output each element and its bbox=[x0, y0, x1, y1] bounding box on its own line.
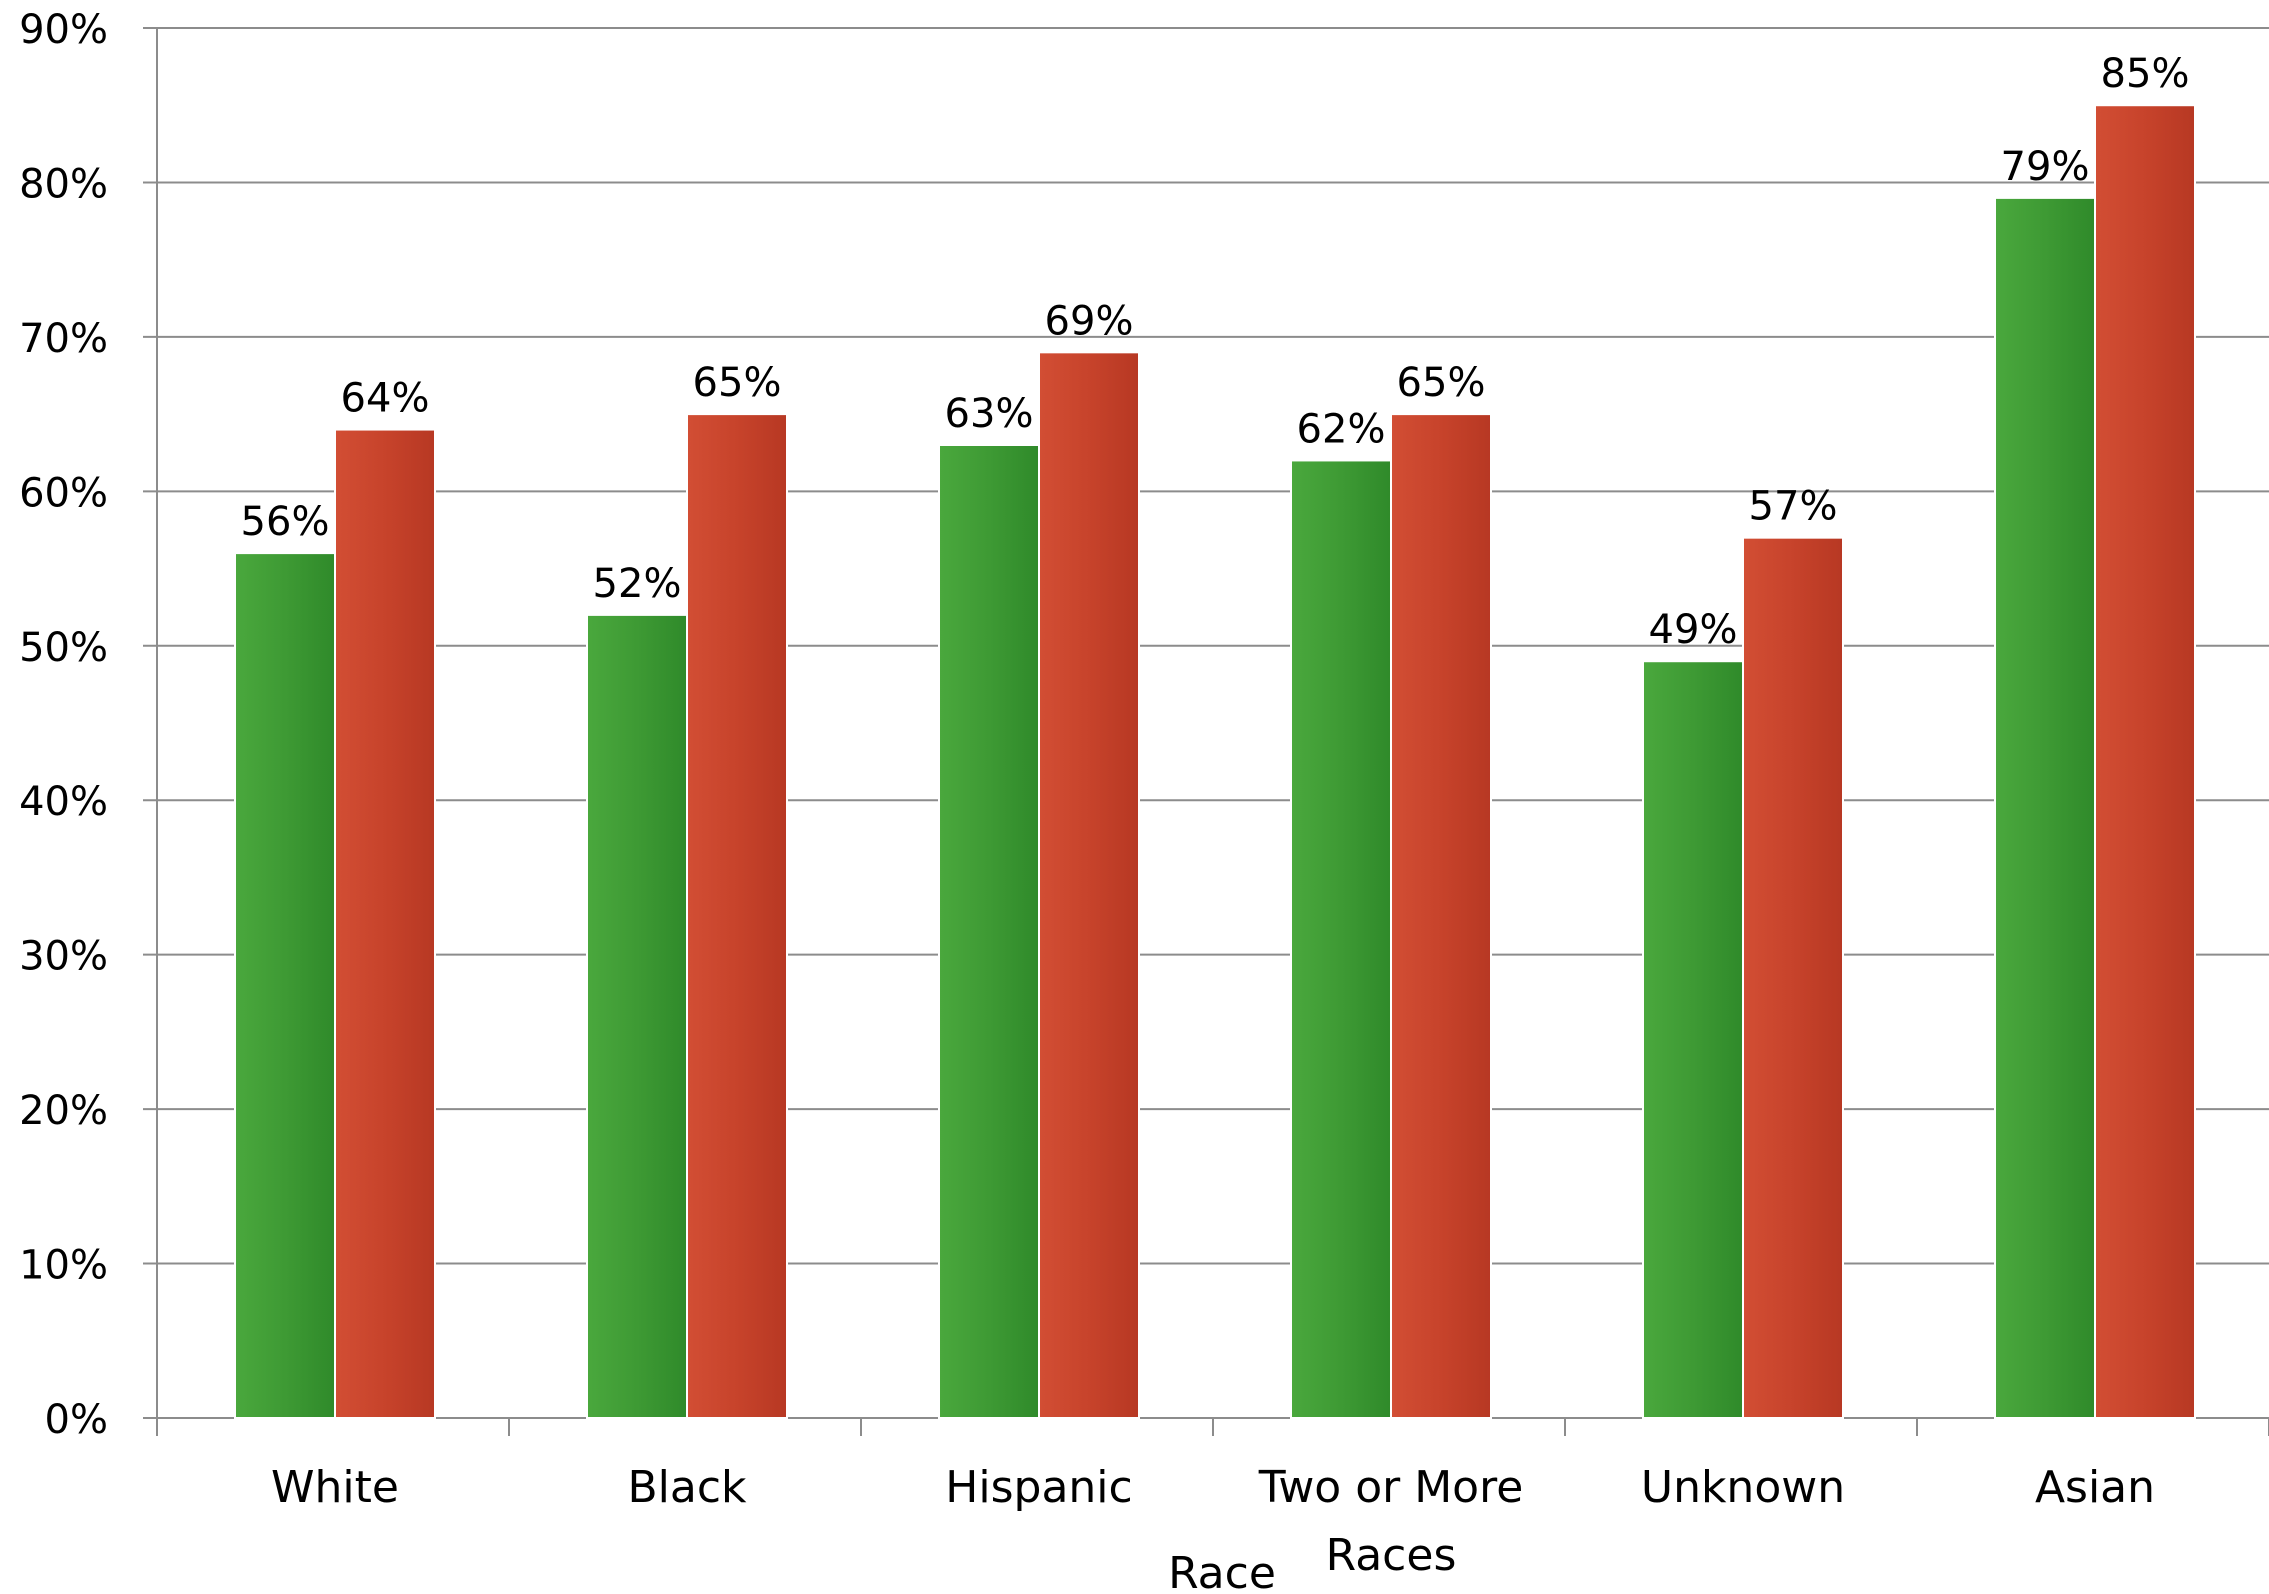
data-label: 49% bbox=[1649, 607, 1738, 653]
bar-series-1-5 bbox=[1994, 196, 2096, 1419]
bar-series-1-3 bbox=[1290, 459, 1392, 1419]
data-label: 79% bbox=[2001, 144, 2090, 190]
gridlines bbox=[143, 27, 2269, 1419]
data-label: 85% bbox=[2101, 51, 2190, 97]
x-tick-label: Unknown bbox=[1641, 1462, 1845, 1513]
bar-series-2-1 bbox=[686, 413, 788, 1420]
bars bbox=[234, 104, 2196, 1420]
y-tick-label: 40% bbox=[19, 779, 108, 825]
data-label: 64% bbox=[341, 376, 430, 422]
x-tick-label: White bbox=[271, 1462, 399, 1513]
bar-series-2-0 bbox=[334, 428, 436, 1419]
y-tick-label: 10% bbox=[19, 1243, 108, 1289]
x-tick-label: Races bbox=[1326, 1530, 1457, 1581]
y-tick-label: 70% bbox=[19, 316, 108, 362]
x-tick-label: Two or More bbox=[1258, 1462, 1524, 1513]
data-label: 62% bbox=[1297, 406, 1386, 452]
data-label: 65% bbox=[693, 360, 782, 406]
y-tick-label: 90% bbox=[19, 7, 108, 53]
y-tick-label: 60% bbox=[19, 470, 108, 516]
bar-series-2-3 bbox=[1390, 413, 1492, 1420]
bar-series-1-2 bbox=[938, 444, 1040, 1419]
bar-series-2-5 bbox=[2094, 104, 2196, 1420]
x-tick-label: Black bbox=[627, 1462, 747, 1513]
bar-series-2-4 bbox=[1742, 536, 1844, 1419]
bar-series-2-2 bbox=[1038, 351, 1140, 1419]
data-label: 57% bbox=[1749, 484, 1838, 530]
data-labels: 56%64%52%65%63%69%62%65%49%57%79%85% bbox=[241, 51, 2190, 653]
data-label: 69% bbox=[1045, 298, 1134, 344]
tick-labels: 0% 10% 20% 30% 40% 50% 60% 70% 80% 90% White Black H… bbox=[19, 7, 2155, 1581]
x-axis-title: Race bbox=[1168, 1548, 1276, 1590]
axes bbox=[156, 28, 2269, 1436]
y-tick-label: 0% bbox=[45, 1397, 108, 1443]
x-tick-label: Hispanic bbox=[945, 1462, 1132, 1513]
y-tick-label: 20% bbox=[19, 1088, 108, 1134]
y-tick-label: 80% bbox=[19, 161, 108, 207]
y-tick-label: 30% bbox=[19, 934, 108, 980]
bar-series-1-1 bbox=[586, 613, 688, 1419]
y-tick-label: 50% bbox=[19, 625, 108, 671]
data-label: 56% bbox=[241, 499, 330, 545]
data-label: 52% bbox=[593, 561, 682, 607]
bar-series-1-4 bbox=[1642, 660, 1744, 1419]
x-tick-label: Asian bbox=[2035, 1462, 2155, 1513]
bar-series-1-0 bbox=[234, 552, 336, 1419]
data-label: 63% bbox=[945, 391, 1034, 437]
data-label: 65% bbox=[1397, 360, 1486, 406]
